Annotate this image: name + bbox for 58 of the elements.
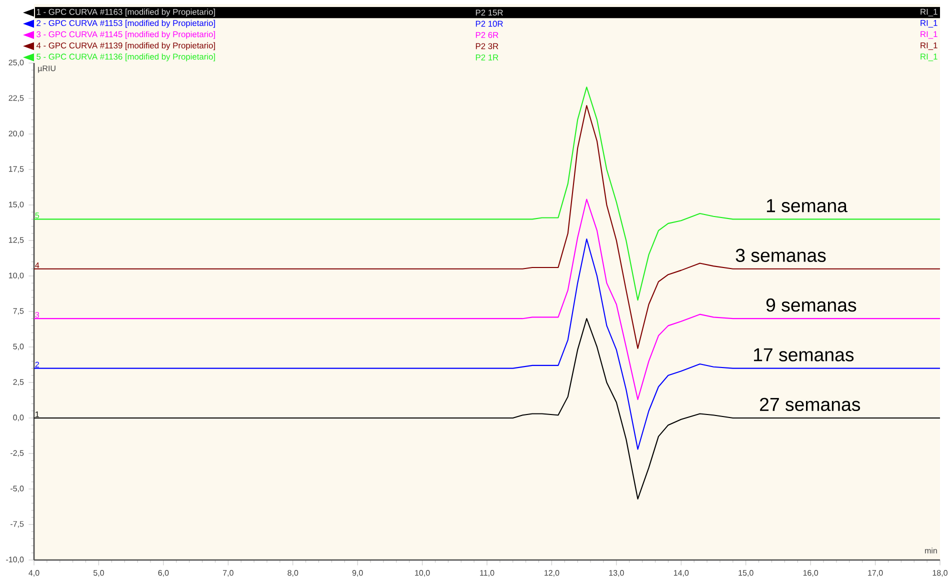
text: P2 6R xyxy=(476,32,498,38)
y-tick-label: 17,5 xyxy=(9,166,24,173)
y-tick-label: 2,5 xyxy=(13,379,24,386)
x-axis-title: min xyxy=(925,548,937,554)
y-tick-label: 7,5 xyxy=(13,308,24,315)
text: P2 3R xyxy=(476,43,498,50)
x-tick-label: 17,0 xyxy=(868,570,883,577)
x-tick-label: 5,0 xyxy=(93,570,104,577)
annotation: 1 xyxy=(36,412,39,418)
annotation: 17 semanas xyxy=(754,348,854,362)
legend-label: 3 - GPC CURVA #1145 [modified by Propietario] xyxy=(36,31,215,39)
text: RI_1 xyxy=(920,8,938,16)
y-tick-label: -2,5 xyxy=(10,450,24,457)
text: P2 15R xyxy=(476,10,503,16)
annotation: 2 xyxy=(35,362,39,368)
text: RI_1 xyxy=(920,54,938,62)
text: P2 1R xyxy=(476,54,498,60)
x-tick-label: 11,0 xyxy=(480,570,494,577)
x-tick-label: 9,0 xyxy=(352,570,363,577)
legend-label: 5 - GPC CURVA #1136 [modified by Propietario] xyxy=(36,53,215,62)
annotation: 3 semanas xyxy=(736,248,826,262)
annotation: 1 semana xyxy=(766,199,848,212)
legend-label: 1 - GPC CURVA #1163 [modified by Propietario] xyxy=(36,8,215,16)
legend-label: 2 - GPC CURVA #1153 [modified by Propietario] xyxy=(36,20,215,28)
y-tick-label: -7,5 xyxy=(10,521,24,528)
annotation: 4 xyxy=(35,262,40,268)
x-tick-label: 8,0 xyxy=(288,570,298,577)
x-tick-label: 15,0 xyxy=(738,570,754,577)
annotation: 9 semanas xyxy=(766,298,856,312)
x-tick-label: 13,0 xyxy=(609,570,624,577)
line-series xyxy=(33,318,941,500)
y-tick-label: 0,0 xyxy=(13,414,24,422)
y-tick-label: 20,0 xyxy=(8,130,24,138)
text: RI_1 xyxy=(920,42,938,50)
y-tick-label: 15,0 xyxy=(9,202,24,208)
x-tick-label: 6,0 xyxy=(158,570,169,577)
x-tick-label: 18,0 xyxy=(932,570,948,577)
y-tick-label: 10,0 xyxy=(9,272,24,280)
annotation: 3 xyxy=(35,312,40,318)
x-tick-label: 4,0 xyxy=(28,570,40,577)
text: RI_1 xyxy=(920,31,938,39)
x-tick-label: 7,0 xyxy=(223,570,234,577)
annotation: 27 semanas xyxy=(760,398,860,412)
y-tick-label: 12,5 xyxy=(9,237,24,244)
x-tick-label: 10,0 xyxy=(415,570,430,577)
text: RI_1 xyxy=(920,20,938,28)
y-tick-label: 22,5 xyxy=(8,95,24,102)
x-tick-label: 12,0 xyxy=(544,570,560,577)
y-axis-title: µRIU xyxy=(38,66,56,73)
annotation: 5 xyxy=(35,212,40,218)
legend-label: 4 - GPC CURVA #1139 [modified by Propietario] xyxy=(36,42,215,50)
text: P2 10R xyxy=(476,20,503,27)
y-tick-label: -5,0 xyxy=(10,486,24,492)
x-tick-label: 16,0 xyxy=(803,570,818,577)
y-tick-label: 25,0 xyxy=(8,60,24,66)
y-tick-label: 5,0 xyxy=(13,344,24,350)
y-tick-label: -10,0 xyxy=(6,556,24,564)
x-tick-label: 14,0 xyxy=(674,570,689,577)
